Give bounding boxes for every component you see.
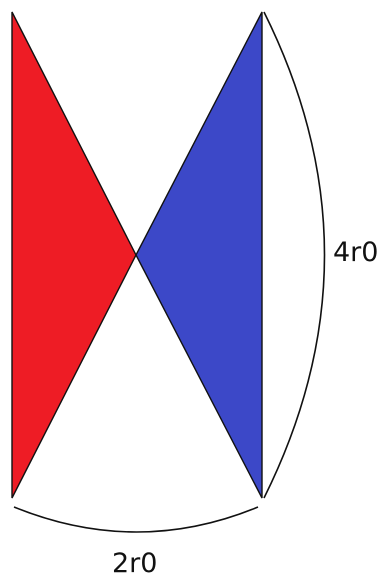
height-label-backdrop xyxy=(329,232,375,266)
right-blue-triangle xyxy=(135,11,263,499)
left-red-triangle xyxy=(11,11,137,499)
width-dimension-arc xyxy=(13,506,259,533)
width-label: 2r0 xyxy=(112,548,157,576)
height-label: 4r0 xyxy=(333,237,378,268)
height-dimension-arc xyxy=(263,11,326,499)
